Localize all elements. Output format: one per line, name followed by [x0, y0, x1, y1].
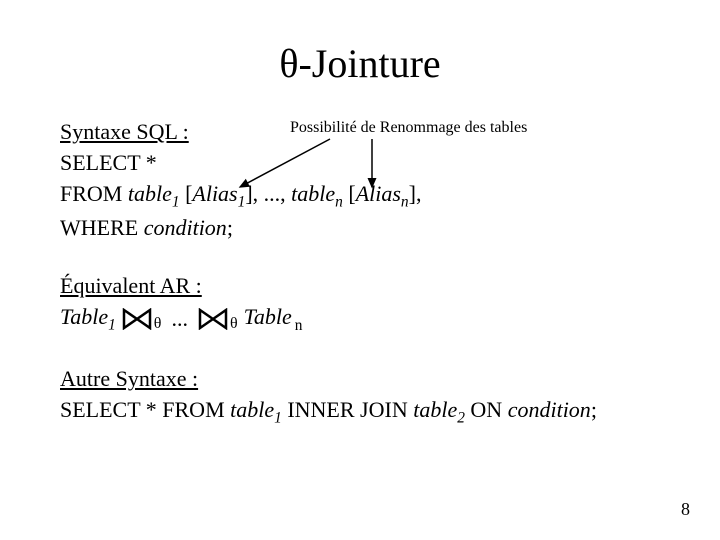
rename-annotation: Possibilité de Renommage des tables — [290, 117, 527, 139]
from-aliasn-sub: n — [401, 193, 409, 210]
ar-table1: Table1 — [60, 302, 116, 336]
page-number: 8 — [681, 499, 690, 520]
ar-expression: Table1 θ ... θ Tablen — [60, 302, 660, 336]
ar-tablen-sub: n — [295, 317, 303, 334]
from-br2: [ — [343, 181, 356, 206]
ar-table1-sub: 1 — [108, 317, 116, 334]
sql-heading: Syntaxe SQL : — [60, 117, 189, 148]
from-tablen-sub: n — [335, 193, 343, 210]
alt-table1-sub: 1 — [274, 409, 282, 426]
ar-tablen-text: Table — [244, 304, 292, 329]
alt-line: SELECT * FROM table1 INNER JOIN table2 O… — [60, 395, 660, 429]
title-theta: θ — [279, 41, 298, 86]
from-dots: ], ..., — [245, 181, 291, 206]
theta-sub-1: θ — [154, 313, 162, 335]
slide: θ-Jointure Possibilité de Renommage des … — [0, 0, 720, 540]
sql-select: SELECT * — [60, 148, 660, 179]
sql-from: FROM table1 [Alias1], ..., tablen [Alias… — [60, 179, 660, 213]
alt-table1: table — [230, 397, 274, 422]
from-br1: [ — [180, 181, 193, 206]
from-aliasn: Alias — [356, 181, 401, 206]
alt-table2: table — [413, 397, 457, 422]
alt-select: SELECT * FROM — [60, 397, 230, 422]
from-table1: table — [128, 181, 172, 206]
sql-block: Possibilité de Renommage des tables — [60, 117, 660, 243]
join-icon-2: θ — [198, 303, 238, 335]
join-icon-1: θ — [122, 303, 162, 335]
ar-tablen: Tablen — [244, 302, 303, 336]
where-kw: WHERE — [60, 215, 144, 240]
where-semi: ; — [227, 215, 233, 240]
ar-table1-text: Table — [60, 304, 108, 329]
ar-heading: Équivalent AR : — [60, 271, 202, 302]
from-alias1: Alias — [192, 181, 237, 206]
ar-dots: ... — [171, 304, 188, 335]
alt-on: ON — [465, 397, 508, 422]
alt-block: Autre Syntaxe : SELECT * FROM table1 INN… — [60, 364, 660, 429]
from-end: ], — [409, 181, 422, 206]
alt-inner: INNER JOIN — [282, 397, 413, 422]
alt-cond: condition — [508, 397, 591, 422]
ar-block: Équivalent AR : Table1 θ ... θ — [60, 271, 660, 336]
alt-semi: ; — [591, 397, 597, 422]
alt-heading: Autre Syntaxe : — [60, 364, 198, 395]
alt-table2-sub: 2 — [457, 409, 465, 426]
where-cond: condition — [144, 215, 227, 240]
title-text: -Jointure — [298, 41, 440, 86]
from-tablen: table — [291, 181, 335, 206]
theta-sub-2: θ — [230, 313, 238, 335]
slide-title: θ-Jointure — [60, 40, 660, 87]
content-area: Possibilité de Renommage des tables — [60, 117, 660, 429]
from-kw: FROM — [60, 181, 128, 206]
sql-where: WHERE condition; — [60, 213, 660, 244]
from-table1-sub: 1 — [172, 193, 180, 210]
